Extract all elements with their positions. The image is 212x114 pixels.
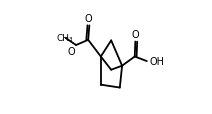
Text: OH: OH bbox=[149, 57, 164, 66]
Text: O: O bbox=[85, 14, 93, 24]
Text: CH₃: CH₃ bbox=[56, 34, 73, 43]
Text: O: O bbox=[68, 46, 75, 56]
Text: O: O bbox=[131, 30, 139, 40]
